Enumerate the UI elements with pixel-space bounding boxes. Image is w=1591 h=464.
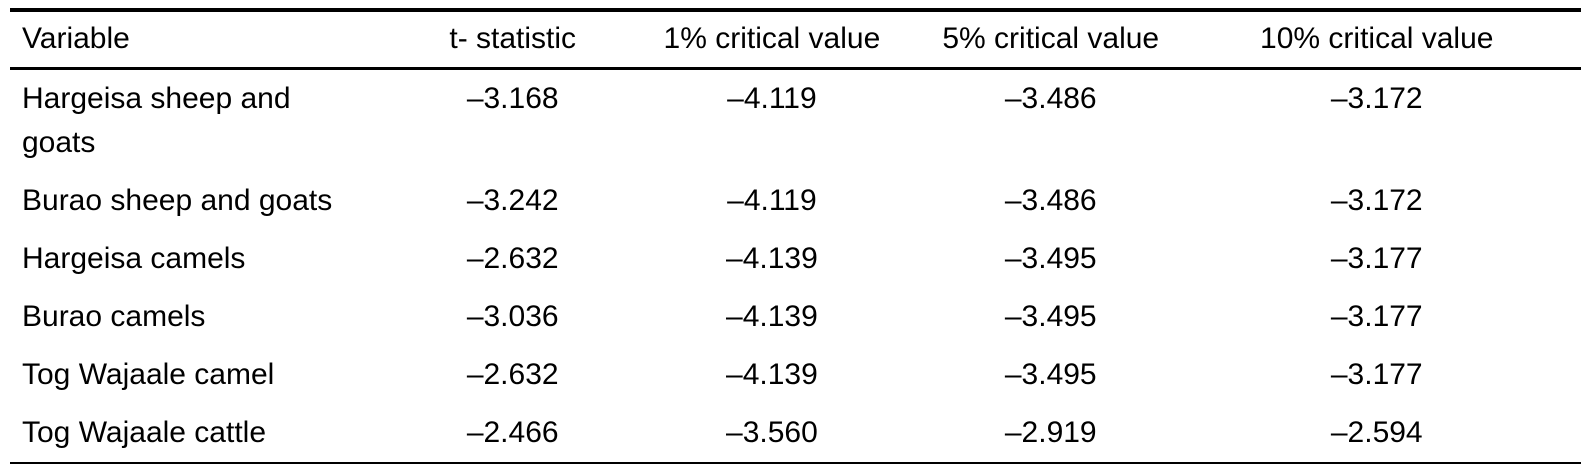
column-header-10pct-critical-value: 10% critical value: [1172, 10, 1581, 70]
variable-cell: Tog Wajaale cattle: [22, 416, 267, 449]
column-header-variable: Variable: [10, 10, 411, 70]
variable-cell: Hargeisa camels: [22, 242, 246, 275]
table-row: Tog Wajaale camel –2.632 –4.139 –3.495 –3.17…: [10, 346, 1581, 404]
critical-value-10pct-cell: –3.177: [1330, 242, 1423, 275]
variable-cell: Burao camels: [22, 300, 206, 333]
critical-value-1pct-cell: –3.560: [726, 416, 818, 449]
critical-value-10pct-cell: –3.177: [1330, 358, 1423, 391]
variable-cell: Burao sheep and goats: [22, 184, 333, 217]
critical-value-5pct-cell: –2.919: [1004, 416, 1097, 449]
critical-value-10pct-cell: –2.594: [1330, 416, 1423, 449]
t-statistic-cell: –2.466: [466, 416, 559, 449]
column-header-t-statistic: t- statistic: [410, 10, 615, 70]
table-row: Hargeisa camels –2.632 –4.139 –3.495 –3.177: [10, 230, 1581, 288]
table-row: Hargeisa sheep and goats –3.168 –4.119 –3.4…: [10, 69, 1581, 173]
table-header: Variable t- statistic 1% critical value …: [10, 10, 1581, 70]
variable-cell: Tog Wajaale camel: [22, 358, 275, 391]
critical-value-1pct-cell: –4.139: [726, 358, 818, 391]
header-row: Variable t- statistic 1% critical value …: [10, 10, 1581, 70]
table-row: Tog Wajaale cattle –2.466 –3.560 –2.919 –2.5…: [10, 404, 1581, 464]
critical-value-1pct-cell: –4.139: [726, 242, 818, 275]
t-statistic-cell: –3.242: [466, 184, 559, 217]
t-statistic-cell: –2.632: [466, 242, 559, 275]
critical-value-10pct-cell: –3.177: [1330, 300, 1423, 333]
critical-value-5pct-cell: –3.486: [1004, 82, 1097, 115]
table-row: Burao camels –3.036 –4.139 –3.495 –3.177: [10, 288, 1581, 346]
critical-value-10pct-cell: –3.172: [1330, 184, 1423, 217]
critical-value-1pct-cell: –4.139: [726, 300, 818, 333]
critical-value-1pct-cell: –4.119: [727, 82, 817, 115]
critical-value-5pct-cell: –3.486: [1004, 184, 1097, 217]
table-row: Burao sheep and goats –3.242 –4.119 –3.486 –…: [10, 172, 1581, 230]
critical-value-5pct-cell: –3.495: [1004, 300, 1097, 333]
variable-cell: Hargeisa sheep and goats: [22, 82, 291, 159]
critical-value-1pct-cell: –4.119: [727, 184, 817, 217]
unit-root-test-table: Variable t- statistic 1% critical value …: [10, 8, 1581, 464]
critical-value-5pct-cell: –3.495: [1004, 242, 1097, 275]
critical-value-5pct-cell: –3.495: [1004, 358, 1097, 391]
column-header-5pct-critical-value: 5% critical value: [929, 10, 1173, 70]
t-statistic-cell: –3.168: [466, 82, 559, 115]
column-header-1pct-critical-value: 1% critical value: [614, 10, 929, 70]
critical-value-10pct-cell: –3.172: [1330, 82, 1423, 115]
t-statistic-cell: –2.632: [466, 358, 559, 391]
table-body: Hargeisa sheep and goats –3.168 –4.119 –3.4…: [10, 69, 1581, 464]
t-statistic-cell: –3.036: [466, 300, 559, 333]
